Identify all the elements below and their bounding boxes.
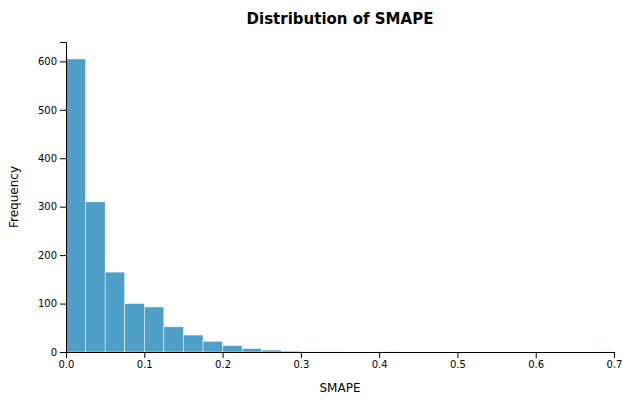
bar [223, 346, 243, 352]
x-tick-label: 0.1 [137, 359, 153, 370]
x-tick: 0.6 [528, 352, 544, 370]
y-tick-mark [60, 352, 66, 353]
bar [360, 352, 380, 353]
y-tick: 0 [51, 347, 66, 358]
bar [301, 351, 321, 352]
bars [66, 59, 614, 352]
y-tick-label: 300 [38, 201, 57, 212]
bar [516, 352, 536, 353]
y-tick: 600 [38, 56, 66, 67]
x-tick: 0.0 [59, 352, 75, 370]
bar [144, 307, 164, 352]
y-tick-mark [60, 158, 66, 159]
y-tick-label: 500 [38, 105, 57, 116]
x-tick: 0.5 [450, 352, 466, 370]
y-tick-label: 0 [51, 347, 57, 358]
x-tick-label: 0.6 [528, 359, 544, 370]
x-tick-label: 0.7 [607, 359, 623, 370]
x-tick-mark [379, 352, 380, 358]
y-tick-label: 400 [38, 153, 57, 164]
x-tick: 0.4 [372, 352, 388, 370]
y-tick-mark [60, 304, 66, 305]
x-tick-label: 0.3 [293, 359, 309, 370]
x-tick-mark [614, 352, 615, 358]
bar [438, 352, 458, 353]
y-axis-line [60, 43, 67, 353]
bar [477, 352, 497, 353]
y-tick-label: 100 [38, 298, 57, 309]
bar [320, 351, 340, 352]
y-tick-mark [60, 110, 66, 111]
y-tick-label: 600 [38, 56, 57, 67]
x-tick-label: 0.0 [59, 359, 75, 370]
x-tick-mark [223, 352, 224, 358]
x-tick-label: 0.4 [372, 359, 388, 370]
bar [340, 352, 360, 353]
x-tick-label: 0.5 [450, 359, 466, 370]
bar [418, 352, 438, 353]
bar [497, 352, 517, 353]
bar [555, 352, 575, 353]
x-tick: 0.1 [137, 352, 153, 370]
x-tick-mark [457, 352, 458, 358]
y-tick-mark [60, 207, 66, 208]
y-tick-mark [60, 61, 66, 62]
bar [262, 350, 282, 352]
x-tick-mark [144, 352, 145, 358]
bar [66, 59, 86, 352]
x-tick: 0.2 [215, 352, 231, 370]
x-axis-line [67, 353, 615, 359]
x-tick-label: 0.2 [215, 359, 231, 370]
y-axis: 0 100 200 300 400 500 600 [38, 43, 67, 358]
x-tick-mark [536, 352, 537, 358]
bar [105, 272, 125, 352]
x-tick: 0.7 [607, 352, 623, 370]
y-tick-mark [60, 255, 66, 256]
bar [594, 351, 614, 352]
y-axis-title: Frequency [7, 166, 21, 228]
chart: 0.0 0.1 0.2 0.3 0.4 0.5 0.6 0.7 0 100 200 300 400 500… [0, 0, 640, 404]
bar [86, 202, 106, 352]
bar [183, 335, 203, 352]
x-tick-mark [301, 352, 302, 358]
x-tick: 0.3 [293, 352, 309, 370]
y-tick-label: 200 [38, 250, 57, 261]
bar [575, 352, 595, 353]
bar [164, 327, 184, 352]
bar [242, 349, 262, 352]
y-tick: 400 [38, 153, 66, 164]
bar [536, 352, 556, 353]
bar [125, 304, 145, 352]
bar [379, 351, 399, 352]
y-tick: 200 [38, 250, 66, 261]
x-axis-title: SMAPE [320, 381, 361, 395]
bar [399, 352, 419, 353]
y-tick: 500 [38, 105, 66, 116]
title: Distribution of SMAPE [247, 10, 434, 28]
bar [457, 352, 477, 353]
x-axis: 0.0 0.1 0.2 0.3 0.4 0.5 0.6 0.7 [59, 352, 623, 370]
bar [203, 341, 223, 352]
y-tick: 100 [38, 298, 66, 309]
bar [281, 351, 301, 352]
y-tick: 300 [38, 201, 66, 212]
